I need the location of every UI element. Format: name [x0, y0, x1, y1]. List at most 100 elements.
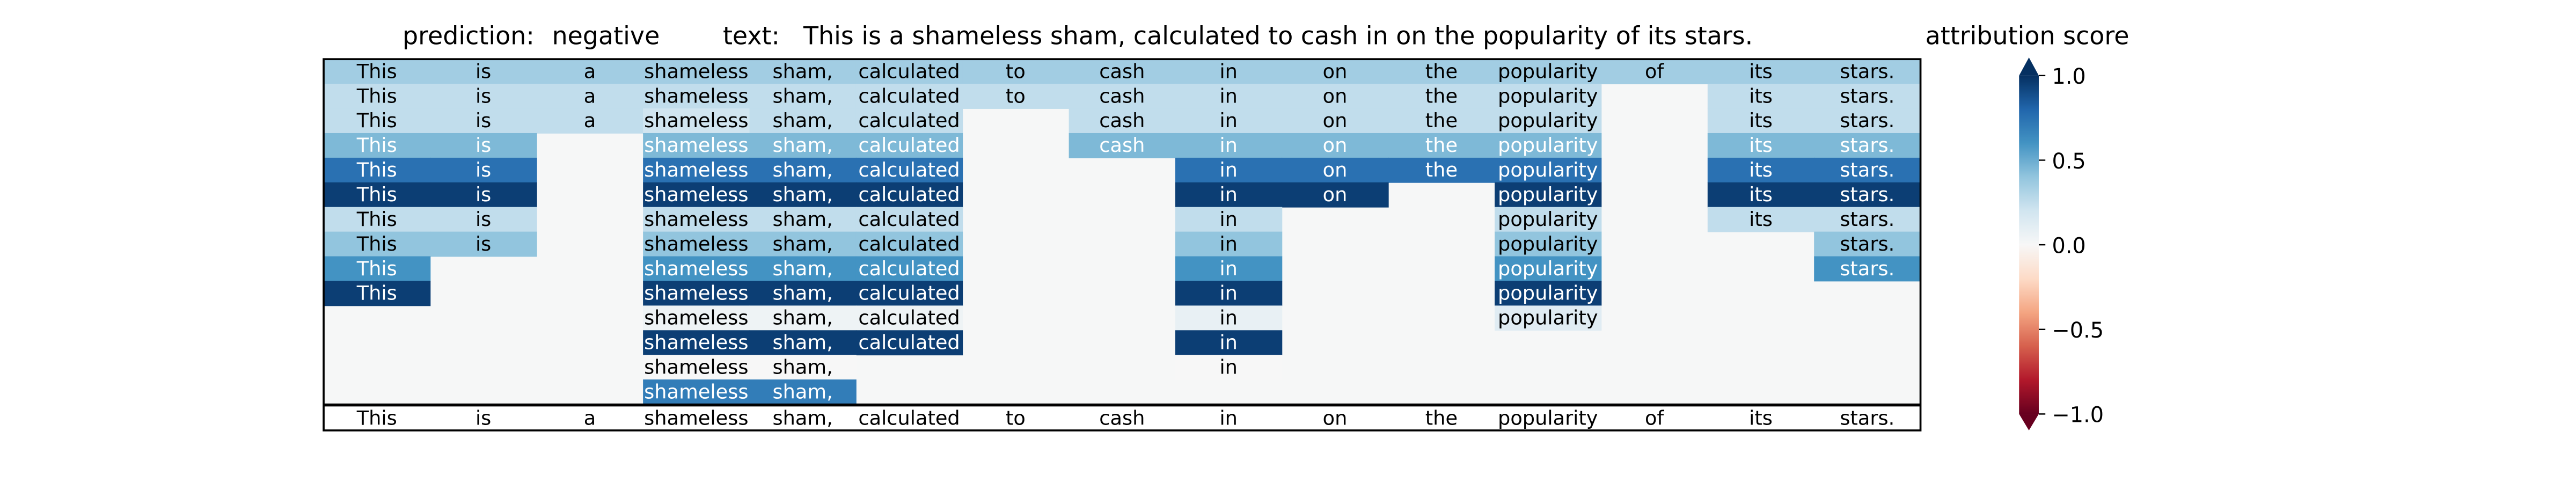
cell-token: its — [1749, 84, 1773, 107]
cell-token: the — [1425, 109, 1458, 132]
cell-token: stars. — [1840, 183, 1894, 206]
cell-token: a — [584, 84, 596, 107]
colorbar-title: attribution score — [1926, 21, 2129, 50]
heatmap-cell — [324, 157, 431, 183]
heatmap-cell — [1495, 59, 1602, 85]
heatmap-frame — [323, 58, 1922, 431]
heatmap-cell — [430, 59, 537, 85]
heatmap-cell — [643, 59, 750, 85]
heatmap-cell — [1707, 157, 1815, 183]
cell-token: its — [1749, 60, 1773, 83]
heatmap-cell — [1495, 231, 1602, 257]
heatmap-cell — [324, 281, 431, 306]
heatmap-cell — [749, 84, 857, 109]
heatmap-cell — [749, 330, 857, 356]
heatmap-cell — [643, 207, 750, 232]
heatmap-cell — [855, 133, 963, 158]
heatmap-cell — [1282, 84, 1389, 109]
cell-token: shameless — [644, 232, 748, 255]
heatmap-cell — [749, 256, 857, 282]
bottom-row-token: a — [584, 406, 596, 429]
cell-token: sham, — [773, 257, 833, 280]
heatmap-cell — [1282, 182, 1389, 208]
cell-token: the — [1425, 134, 1458, 157]
heatmap-cell — [1175, 207, 1283, 232]
cell-token: calculated — [858, 232, 960, 255]
cell-token: in — [1219, 60, 1237, 83]
heatmap-cell — [855, 330, 963, 356]
cell-token: sham, — [773, 84, 833, 107]
heatmap-cell — [1282, 59, 1389, 85]
cell-token: calculated — [858, 257, 960, 280]
heatmap-cell — [1069, 59, 1176, 85]
heatmap-cell — [1175, 355, 1283, 380]
cell-token: sham, — [773, 109, 833, 132]
heatmap-cell — [1175, 157, 1283, 183]
heatmap-cell — [1175, 59, 1283, 85]
heatmap-cell — [643, 256, 750, 282]
heatmap-cell — [1282, 108, 1389, 134]
cell-token: in — [1219, 257, 1237, 280]
bottom-row-token: the — [1425, 406, 1458, 429]
colorbar: attribution score 1.0 0.5 0.0 −0.5 −1.0 — [1926, 21, 2129, 431]
colorbar-bar — [2019, 75, 2039, 414]
cell-token: shameless — [644, 60, 748, 83]
heatmap-cell — [1175, 84, 1283, 109]
cell-token: stars. — [1840, 232, 1894, 255]
heatmap-cell — [1175, 231, 1283, 257]
heatmap-cell — [1388, 84, 1496, 109]
cell-token: This — [356, 257, 397, 280]
heatmap-cell — [1282, 157, 1389, 183]
cell-token: of — [1645, 60, 1664, 83]
cell-token: the — [1425, 158, 1458, 181]
cell-token: calculated — [858, 282, 960, 305]
cell-token: shameless — [644, 183, 748, 206]
cell-token: popularity — [1498, 208, 1598, 231]
cell-token: stars. — [1840, 208, 1894, 231]
cell-token: sham, — [773, 158, 833, 181]
cell-token: in — [1219, 109, 1237, 132]
cell-token: This — [356, 282, 397, 305]
cell-token: calculated — [858, 208, 960, 231]
cell-token: in — [1219, 183, 1237, 206]
heatmap-cell — [855, 207, 963, 232]
heatmap-cell — [430, 84, 537, 109]
cell-token: is — [475, 109, 491, 132]
cell-token: This — [356, 158, 397, 181]
cell-token: popularity — [1498, 183, 1598, 206]
heatmap-cell — [855, 305, 963, 331]
heatmap-cell — [1495, 281, 1602, 306]
heatmap-cell — [749, 157, 857, 183]
heatmap-cell — [749, 133, 857, 158]
cell-token: its — [1749, 208, 1773, 231]
bottom-row-token: its — [1749, 406, 1773, 429]
heatmap-cell — [1814, 256, 1921, 282]
heatmap-cell — [643, 330, 750, 356]
cell-token: shameless — [644, 134, 748, 157]
heatmap-cell — [855, 182, 963, 208]
cell-token: in — [1219, 232, 1237, 255]
heatmap-cell — [1175, 330, 1283, 356]
header: prediction: negative text: This is a sha… — [402, 21, 1753, 50]
heatmap-cell — [749, 59, 857, 85]
cell-token: This — [356, 208, 397, 231]
heatmap-cell — [536, 59, 644, 85]
cell-token: its — [1749, 109, 1773, 132]
heatmap-cell — [1707, 133, 1815, 158]
cell-token: sham, — [773, 134, 833, 157]
heatmap-cell — [324, 59, 431, 85]
cell-token: its — [1749, 183, 1773, 206]
bottom-row-token: sham, — [773, 406, 833, 429]
colorbar-bottom-extension — [2019, 414, 2039, 431]
cell-token: sham, — [773, 331, 833, 354]
bottom-row-token: This — [356, 406, 397, 429]
cell-token: the — [1425, 84, 1458, 107]
bottom-row-token: on — [1323, 406, 1348, 429]
cell-token: in — [1219, 158, 1237, 181]
bottom-row-token: in — [1219, 406, 1237, 429]
heatmap-cell — [1175, 281, 1283, 306]
heatmap-cell — [1069, 108, 1176, 134]
cell-token: in — [1219, 306, 1237, 330]
heatmap-cell — [324, 133, 431, 158]
